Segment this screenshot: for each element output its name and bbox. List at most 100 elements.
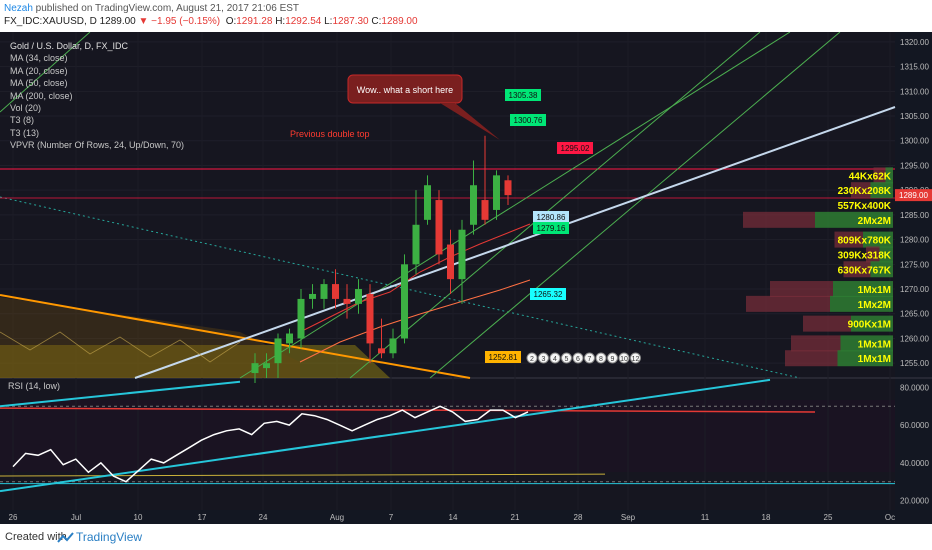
time-tick-label: 14	[449, 513, 458, 522]
green-channel-upper	[239, 32, 791, 379]
candle-body	[470, 185, 477, 225]
chart-header: Nezah published on TradingView.com, Augu…	[0, 0, 932, 32]
price-tick-label: 1280.00	[900, 236, 929, 245]
legend-indicator[interactable]: MA (50, close)	[10, 78, 68, 89]
price-marker-label: 1305.38	[509, 91, 538, 100]
event-number: 5	[565, 356, 569, 363]
author-link[interactable]: Nezah	[4, 3, 33, 14]
time-tick-label: 25	[824, 513, 833, 522]
price-marker-box	[533, 222, 569, 234]
vp-bar-up	[833, 281, 893, 298]
trend-drawings	[0, 32, 896, 379]
double-top-label: Previous double top	[290, 129, 370, 139]
time-tick-label: 18	[762, 513, 771, 522]
vp-bar-up	[830, 295, 893, 312]
callout-text: Wow.. what a short here	[357, 85, 453, 95]
symbol-text: FX_IDC:XAUUSD, D 1289.00	[4, 16, 136, 27]
vp-bar-down	[851, 182, 871, 199]
vp-bar-down	[785, 350, 838, 367]
event-number: 6	[576, 356, 580, 363]
chart-canvas[interactable]: 44Kx62K 230Kx208K 557Kx400K 2Mx2M 809Kx780K 3…	[0, 32, 932, 524]
price-marker-box	[485, 351, 521, 363]
vp-label: 230Kx208K	[838, 186, 892, 197]
vp-bar-down	[873, 167, 886, 184]
price-marker-box	[530, 288, 566, 300]
published-text: published on TradingView.com, August 21,…	[32, 3, 300, 14]
legend-title[interactable]: Gold / U.S. Dollar, D, FX_IDC	[10, 41, 129, 51]
t3-line	[0, 331, 241, 363]
teal-dotted-line	[0, 196, 801, 379]
vp-label: 809Kx780K	[838, 236, 892, 247]
vp-bar-down	[746, 295, 830, 312]
rsi-line	[12, 405, 529, 483]
grid	[0, 32, 895, 510]
price-tick-label: 1305.00	[900, 112, 929, 121]
candle-body	[309, 293, 316, 299]
created-with-text: Created with	[5, 531, 67, 543]
event-number: 8	[599, 356, 603, 363]
legend-indicator[interactable]: T3 (8)	[10, 115, 35, 126]
time-tick-label: 10	[134, 513, 143, 522]
price-marker-box	[557, 142, 593, 154]
green-channel-left	[0, 32, 91, 113]
legend-indicator[interactable]: VPVR (Number Of Rows, 24, Up/Down, 70)	[10, 140, 185, 151]
tradingview-brand[interactable]: TradingView	[76, 530, 143, 544]
candle-body	[251, 363, 259, 374]
candle-body	[297, 298, 305, 339]
rsi-cyan-trend	[0, 378, 771, 493]
ohlc-high: 1292.54	[285, 16, 322, 27]
price-marker-label: 1280.86	[537, 213, 566, 222]
candle-body	[435, 200, 443, 255]
legend-indicator[interactable]: Vol (20)	[10, 103, 42, 114]
legend-indicator[interactable]: MA (200, close)	[10, 90, 73, 101]
event-bubble	[595, 352, 607, 364]
bottom-zone	[0, 345, 390, 378]
rsi-tick-label: 80.0000	[900, 383, 929, 392]
price-marker-label: 1252.81	[489, 353, 518, 362]
event-number: 10	[620, 356, 628, 363]
price-tick-label: 1270.00	[900, 285, 929, 294]
legend-indicator[interactable]: MA (20, close)	[10, 65, 68, 76]
vp-bar-up	[815, 211, 893, 228]
ohlc-o-label: O:	[225, 16, 237, 27]
time-tick-label: Oc	[885, 513, 895, 522]
tradingview-logo-icon	[57, 532, 74, 543]
time-tick-label: Jul	[71, 513, 81, 522]
candle-body	[355, 289, 362, 304]
price-tick-label: 1300.00	[900, 137, 929, 146]
price-marker-box	[533, 211, 569, 223]
vp-label: 630Kx767K	[838, 265, 892, 276]
candle-body	[389, 338, 397, 354]
axes: 1320.00 1315.00 1310.00 1305.00 1300.00 1295.…	[9, 38, 932, 522]
candle-body	[504, 180, 512, 196]
rsi-indicator: RSI (14, low)	[0, 378, 895, 493]
price-marker-label: 1295.02	[561, 144, 590, 153]
rsi-axis-bg	[895, 378, 932, 510]
rsi-red-line	[0, 407, 816, 413]
vp-bar-up	[851, 315, 893, 332]
vp-bar-down	[770, 281, 833, 298]
ma-orange-line	[299, 279, 531, 363]
vp-bar-down	[791, 335, 841, 352]
legend-indicator[interactable]: MA (34, close)	[10, 53, 68, 64]
event-number: 9	[611, 356, 615, 363]
event-number: 3	[542, 356, 546, 363]
vp-label: 900Kx1M	[848, 320, 891, 331]
green-channel-mid	[349, 32, 761, 379]
time-tick-label: Sep	[621, 513, 636, 522]
legend-indicator[interactable]: T3 (13)	[10, 127, 40, 138]
vp-label: 44Kx62K	[849, 171, 892, 182]
event-number: 7	[588, 356, 592, 363]
change-text: −1.95 (−0.15%)	[148, 16, 221, 27]
event-bubble	[526, 352, 538, 364]
price-axis-bg	[895, 32, 932, 378]
callout-pointer	[440, 103, 500, 140]
vp-bar-down	[843, 261, 871, 278]
time-axis-bg	[0, 510, 932, 524]
current-price-label: 1289.00	[899, 191, 928, 200]
event-bubble	[607, 352, 618, 364]
ohlc-l-label: L:	[324, 16, 333, 27]
time-tick-label: 11	[701, 513, 710, 522]
vp-bar-down	[834, 231, 863, 248]
rsi-tick-label: 40.0000	[900, 459, 929, 468]
